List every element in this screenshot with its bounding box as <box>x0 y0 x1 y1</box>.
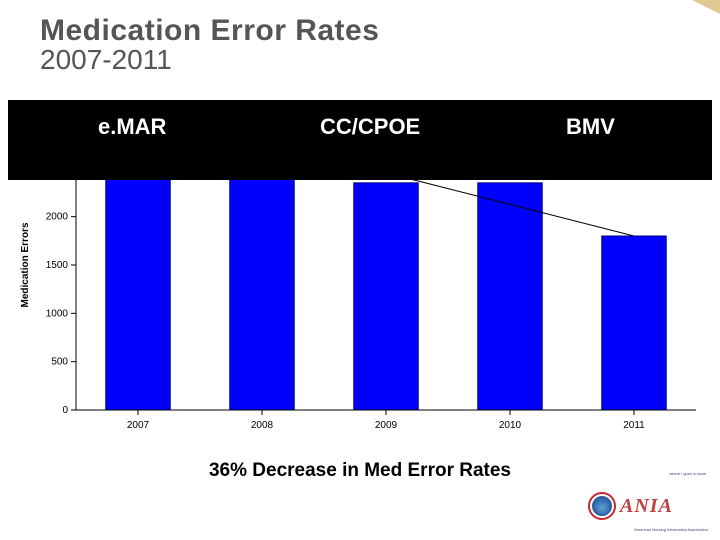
svg-text:0: 0 <box>62 405 68 416</box>
org-logo: where i goes to work ANIA American Nursi… <box>588 482 708 530</box>
slide-title: Medication Error Rates 2007-2011 <box>40 14 379 76</box>
bar-2007 <box>106 141 170 410</box>
svg-text:2007: 2007 <box>127 420 150 431</box>
bar-2008 <box>230 141 294 410</box>
band-label-cccpoe: CC/CPOE <box>320 114 420 140</box>
svg-text:2009: 2009 <box>375 420 398 431</box>
svg-text:Medication Errors: Medication Errors <box>20 222 31 307</box>
logo-main-text: ANIA <box>620 496 673 516</box>
svg-text:1500: 1500 <box>46 260 69 271</box>
svg-text:2008: 2008 <box>251 420 274 431</box>
logo-subtext: where i goes to work <box>646 472 706 476</box>
caption-text: 36% Decrease in Med Error Rates <box>0 460 720 482</box>
svg-text:2000: 2000 <box>46 212 69 223</box>
corner-accent <box>692 0 720 14</box>
logo-medallion-icon <box>588 492 616 520</box>
svg-text:2011: 2011 <box>623 420 645 431</box>
label-band: e.MAR CC/CPOE BMV <box>8 100 712 180</box>
band-label-emar: e.MAR <box>98 114 166 140</box>
svg-text:500: 500 <box>51 357 68 368</box>
title-line2: 2007-2011 <box>40 44 379 76</box>
svg-text:2010: 2010 <box>499 420 522 431</box>
band-label-bmv: BMV <box>566 114 615 140</box>
logo-tagline: American Nursing Informatics Association <box>618 528 708 532</box>
logo-text-block: where i goes to work ANIA American Nursi… <box>620 496 673 516</box>
slide-root: Medication Error Rates 2007-2011 0 500 100… <box>0 0 720 540</box>
bar-2009 <box>354 183 418 410</box>
title-line1: Medication Error Rates <box>40 14 379 48</box>
svg-text:1000: 1000 <box>46 308 69 319</box>
bar-2010 <box>478 183 542 410</box>
bar-2011 <box>602 236 666 410</box>
